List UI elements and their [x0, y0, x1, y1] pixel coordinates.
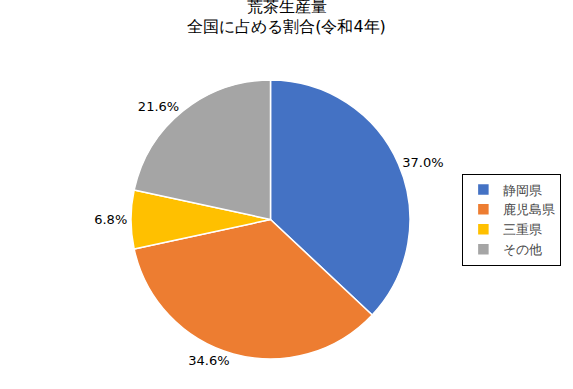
svg-text:その他: その他: [503, 242, 542, 257]
svg-text:34.6%: 34.6%: [188, 353, 229, 368]
svg-text:37.0%: 37.0%: [402, 155, 443, 170]
svg-text:鹿児島県: 鹿児島県: [503, 202, 555, 217]
svg-text:21.6%: 21.6%: [138, 99, 179, 114]
svg-text:三重県: 三重県: [503, 222, 542, 237]
svg-text:静岡県: 静岡県: [503, 183, 542, 198]
svg-text:荒茶生産量全国に占める割合(令和4年): 荒茶生産量全国に占める割合(令和4年): [187, 0, 386, 36]
svg-text:6.8%: 6.8%: [94, 212, 127, 227]
